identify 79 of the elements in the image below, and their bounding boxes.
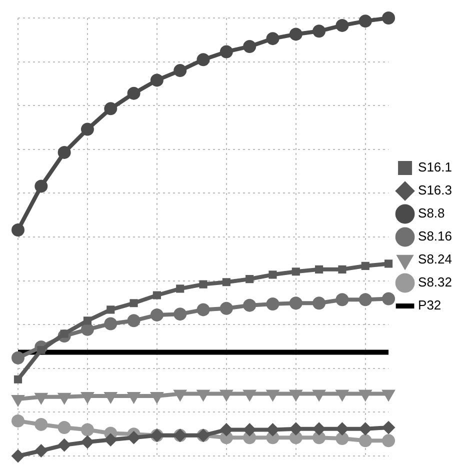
point (382, 12, 396, 24)
point (127, 431, 140, 444)
point (83, 316, 92, 325)
point (80, 122, 94, 136)
point (104, 433, 118, 446)
point (34, 180, 48, 193)
point (292, 268, 300, 276)
legend-label: P32 (418, 298, 442, 313)
legend-label: S8.8 (418, 206, 445, 221)
point (312, 422, 326, 436)
point (150, 74, 164, 87)
point (338, 265, 346, 274)
point (336, 422, 349, 436)
point (14, 375, 22, 384)
point (12, 351, 24, 364)
point (289, 28, 302, 41)
point (106, 306, 115, 314)
point (80, 435, 94, 448)
point (289, 422, 302, 436)
point (358, 293, 372, 306)
point (312, 296, 326, 310)
point (199, 280, 208, 288)
point (361, 262, 370, 270)
point (243, 423, 256, 436)
point (266, 298, 280, 311)
point (220, 423, 233, 436)
point (220, 45, 233, 58)
point (246, 275, 254, 284)
point (174, 308, 187, 321)
point (104, 317, 118, 330)
point (266, 423, 280, 436)
point (80, 322, 94, 336)
point (12, 223, 24, 236)
point (34, 444, 48, 458)
point (196, 303, 210, 316)
point (127, 392, 140, 404)
point (268, 270, 277, 279)
point (196, 53, 210, 66)
point (358, 14, 372, 28)
point (243, 40, 256, 53)
point (382, 421, 396, 434)
point (130, 299, 138, 308)
point (127, 86, 140, 100)
point (315, 265, 324, 274)
point (384, 260, 393, 268)
legend-label: S8.32 (418, 274, 452, 290)
point (58, 146, 71, 159)
point (104, 392, 118, 404)
legend-label: S16.1 (418, 160, 452, 175)
point (150, 308, 164, 322)
point (127, 314, 140, 328)
point (174, 64, 187, 78)
point (220, 302, 233, 315)
point (243, 298, 256, 312)
point (176, 284, 184, 293)
point (289, 296, 302, 310)
point (222, 278, 230, 286)
point (358, 422, 372, 436)
point (12, 414, 24, 428)
point (336, 293, 349, 306)
point (266, 32, 280, 46)
point (104, 102, 118, 116)
point (58, 438, 71, 452)
point (34, 418, 48, 431)
point (12, 450, 24, 462)
point (358, 434, 372, 448)
legend-label: S16.3 (418, 182, 452, 198)
point (382, 434, 396, 448)
point (336, 18, 349, 32)
point (382, 292, 396, 306)
point (80, 423, 94, 436)
point (312, 24, 326, 38)
point (336, 432, 349, 445)
legend-label: S8.24 (418, 252, 452, 267)
point (58, 421, 71, 434)
point (80, 392, 94, 404)
legend-label: S8.16 (418, 228, 452, 244)
point (152, 291, 161, 300)
point (150, 392, 164, 404)
